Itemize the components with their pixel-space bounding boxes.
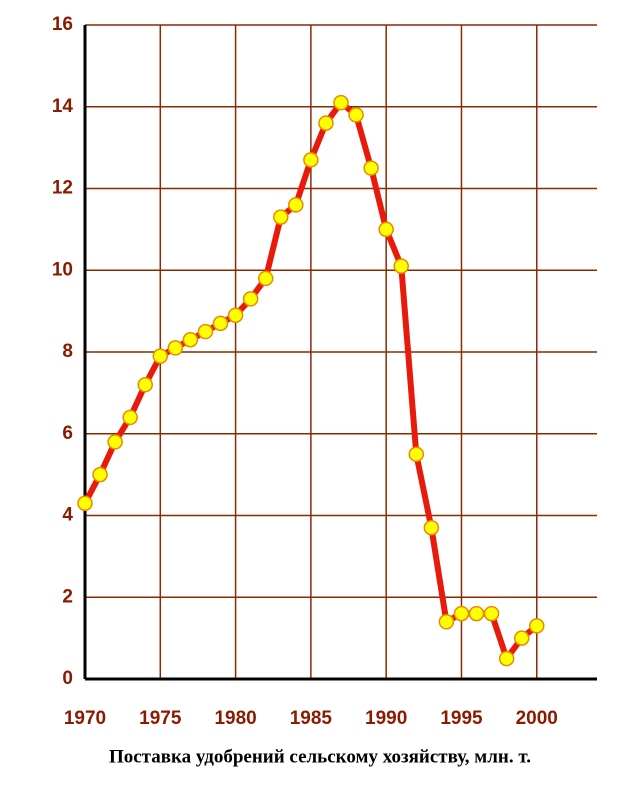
data-point [438, 614, 455, 630]
data-point [423, 520, 440, 536]
data-point [122, 409, 138, 426]
x-tick-label: 1970 [64, 708, 106, 729]
data-point [498, 650, 515, 667]
data-point [483, 605, 500, 622]
x-tick-label: 1990 [365, 708, 407, 729]
y-tick-label: 8 [62, 341, 73, 362]
x-tick-label: 2000 [516, 708, 558, 729]
data-point [77, 495, 93, 511]
data-point [363, 160, 379, 176]
data-point [333, 94, 349, 111]
x-tick-label: 1995 [440, 708, 483, 729]
data-point [257, 270, 274, 287]
data-point [513, 630, 530, 646]
y-tick-label: 0 [62, 668, 73, 689]
data-point [288, 197, 304, 213]
y-tick-label: 14 [52, 96, 74, 117]
data-point [408, 446, 425, 462]
y-tick-label: 16 [52, 14, 73, 35]
data-point [378, 221, 394, 238]
data-point [453, 605, 470, 622]
x-tick-label: 1980 [214, 708, 256, 729]
data-point [107, 434, 123, 450]
data-point [212, 315, 229, 332]
x-tick-label: 1985 [290, 708, 333, 729]
chart-title: Поставка удобрений сельскому хозяйству, … [109, 746, 531, 767]
data-point [182, 331, 199, 348]
y-tick-label: 6 [62, 423, 73, 444]
data-point [273, 209, 289, 225]
data-point [393, 258, 409, 274]
data-point [242, 291, 259, 307]
y-tick-label: 12 [52, 178, 73, 199]
data-point [152, 348, 169, 364]
data-point [303, 152, 319, 168]
data-point [197, 323, 214, 340]
y-tick-label: 2 [62, 586, 73, 607]
data-point [468, 605, 485, 622]
data-point [529, 618, 545, 634]
data-point [348, 107, 364, 123]
y-tick-label: 4 [62, 505, 73, 526]
data-point [318, 115, 334, 131]
data-point [167, 340, 184, 356]
data-point [92, 466, 108, 483]
x-tick-label: 1975 [139, 708, 182, 729]
data-point [227, 307, 244, 323]
y-tick-label: 10 [52, 259, 73, 280]
data-point [137, 376, 153, 393]
